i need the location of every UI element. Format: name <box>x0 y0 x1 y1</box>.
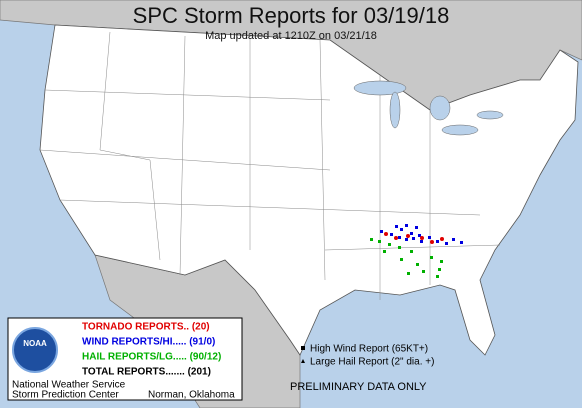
hail-dot <box>407 272 410 275</box>
wind-dot <box>405 238 408 241</box>
wind-dot <box>390 233 393 236</box>
wind-dot <box>400 228 403 231</box>
wind-dot <box>380 230 383 233</box>
legend-item: TOTAL REPORTS....... (201) <box>82 367 211 378</box>
wind-dot <box>445 242 448 245</box>
wind-dot <box>428 236 431 239</box>
tornado-dot <box>384 232 388 236</box>
wind-dot <box>420 240 423 243</box>
hail-dot <box>430 256 433 259</box>
hail-dot <box>436 275 439 278</box>
hail-dot <box>416 263 419 266</box>
wind-dot <box>418 234 421 237</box>
wind-dot <box>405 224 408 227</box>
wind-dot <box>460 241 463 244</box>
legend-item: TORNADO REPORTS.. (20) <box>82 322 210 333</box>
wind-dot <box>395 225 398 228</box>
hail-dot <box>388 243 391 246</box>
wind-key-icon <box>301 346 305 350</box>
hail-dot <box>398 246 401 249</box>
office-location: Norman, Oklahoma <box>148 390 235 401</box>
key-label: Large Hail Report (2" dia. +) <box>310 357 434 368</box>
wind-dot <box>398 236 401 239</box>
report-dots <box>370 224 463 278</box>
wind-dot <box>410 232 413 235</box>
tornado-dot <box>430 240 434 244</box>
wind-dot <box>412 237 415 240</box>
noaa-logo <box>12 327 58 373</box>
legend-item: HAIL REPORTS/LG..... (90/12) <box>82 352 221 363</box>
hail-dot <box>370 238 373 241</box>
tornado-dot <box>394 236 398 240</box>
legend-items: TORNADO REPORTS.. (20) WIND REPORTS/HI...… <box>82 322 221 378</box>
legend-item: WIND REPORTS/HI..... (91/0) <box>82 337 215 348</box>
hail-dot <box>422 270 425 273</box>
wind-dot <box>436 240 439 243</box>
tornado-dot <box>440 237 444 241</box>
tornado-dot <box>406 234 410 238</box>
hail-dot <box>440 260 443 263</box>
subtitle: Map updated at 1210Z on 03/21/18 <box>205 30 377 42</box>
hail-key-icon <box>301 359 305 363</box>
key-label: High Wind Report (65KT+) <box>310 344 428 355</box>
wind-dot <box>415 226 418 229</box>
hail-dot <box>400 258 403 261</box>
hail-dot <box>410 250 413 253</box>
hail-dot <box>383 250 386 253</box>
great-lakes <box>353 80 504 136</box>
tornado-dot <box>420 236 424 240</box>
title: SPC Storm Reports for 03/19/18 <box>133 3 450 28</box>
wind-dot <box>452 238 455 241</box>
hail-dot <box>378 240 381 243</box>
office-line: Storm Prediction Center <box>12 390 119 401</box>
office-line: National Weather Service <box>12 380 126 391</box>
notice: PRELIMINARY DATA ONLY <box>290 381 427 393</box>
noaa-text: NOAA <box>23 339 47 348</box>
state-lines <box>39 31 501 300</box>
hail-dot <box>438 268 441 271</box>
